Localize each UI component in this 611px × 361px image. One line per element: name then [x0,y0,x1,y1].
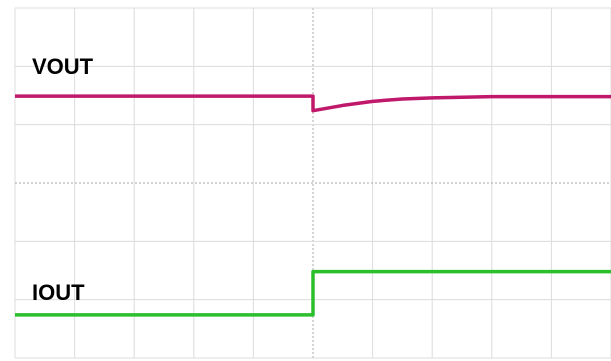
iout-label: IOUT [32,280,85,305]
vout-label: VOUT [32,54,94,79]
trace [15,269,611,317]
trace [15,94,611,113]
